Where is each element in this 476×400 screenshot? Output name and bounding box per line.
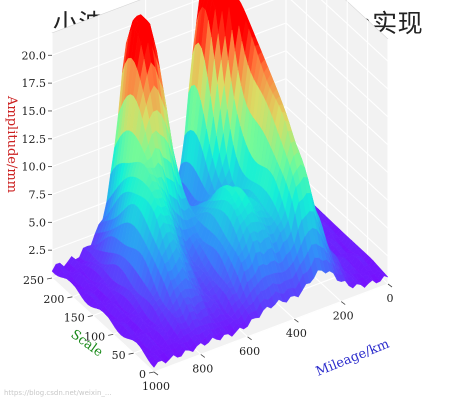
x-tick-mark: [387, 283, 393, 288]
x-tick-label: 800: [192, 362, 213, 375]
grid-line: [320, 0, 389, 62]
x-tick-mark: [247, 336, 252, 341]
grid-line: [51, 277, 155, 373]
x-tick-mark: [153, 371, 159, 376]
z-tick-label: 17.5: [22, 77, 47, 90]
z-tick-label: 5.0: [29, 216, 47, 229]
grid-line: [285, 133, 389, 229]
y-tick-mark: [87, 315, 93, 317]
x-tick-label: 1000: [142, 380, 170, 393]
y-tick-mark: [46, 277, 53, 280]
x-tick-label: 400: [286, 327, 307, 340]
grid-line: [51, 0, 201, 56]
z-tick-label: 15.0: [22, 105, 47, 118]
z-tick-label: 7.5: [29, 188, 47, 201]
y-tick-mark: [67, 296, 73, 299]
y-tick-label: 0: [139, 368, 146, 381]
z-tick-label: 12.5: [22, 133, 47, 146]
grid-line: [153, 283, 389, 373]
y-tick-mark: [108, 334, 114, 336]
x-tick-mark: [200, 354, 206, 358]
x-axis-label: Mileage/km: [314, 337, 392, 380]
z-tick-label: 20.0: [22, 49, 47, 62]
z-tick-label: 2.5: [29, 244, 47, 257]
y-tick-label: 150: [64, 312, 85, 325]
surface-mesh: [51, 0, 389, 368]
y-tick-label: 50: [112, 349, 126, 362]
surface-cell: [150, 358, 159, 368]
x-tick-label: 0: [387, 292, 394, 305]
y-tick-mark: [128, 352, 134, 355]
y-tick-label: 200: [43, 293, 64, 306]
y-tick-label: 250: [23, 274, 44, 287]
grid-line: [51, 0, 275, 84]
z-tick-label: 10.0: [22, 161, 47, 174]
axes-ticks: 020040060080010000501001502002502.55.07.…: [22, 49, 394, 393]
grid-line: [290, 0, 389, 90]
watermark-text: https://blog.csdn.net/weixin_...: [4, 389, 112, 397]
grid-line: [285, 78, 389, 174]
x-tick-label: 200: [333, 310, 354, 323]
x-tick-mark: [340, 301, 346, 305]
grid-line: [285, 22, 389, 118]
x-tick-mark: [294, 318, 299, 323]
y-tick-label: 100: [84, 330, 105, 343]
x-tick-label: 600: [239, 345, 260, 358]
y-tick-mark: [148, 371, 155, 374]
z-axis-label: Amplitude/mm: [4, 95, 19, 193]
grid-line: [285, 106, 389, 201]
grid-line: [285, 50, 389, 146]
